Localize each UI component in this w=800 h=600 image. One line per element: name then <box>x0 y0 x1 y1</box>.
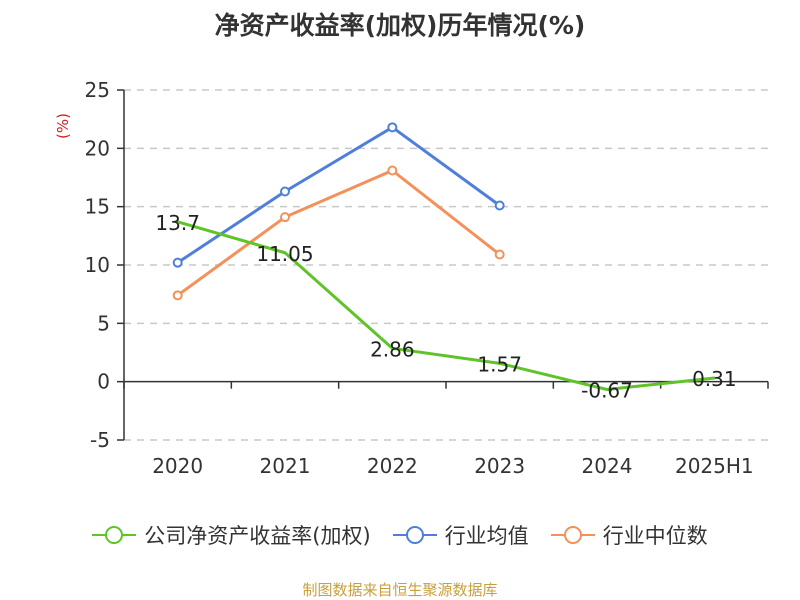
legend-marker-industry-mean-icon <box>392 526 437 544</box>
y-tick-label: 20 <box>85 136 110 160</box>
y-tick-label: 10 <box>85 253 110 277</box>
x-tick-label: 2021 <box>260 454 311 478</box>
x-tick-label: 2024 <box>582 454 633 478</box>
legend-marker-company-icon <box>92 526 137 544</box>
legend-label-industry-mean: 行业均值 <box>444 524 529 548</box>
y-tick-label: 0 <box>97 370 110 394</box>
source-note: 制图数据来自恒生聚源数据库 <box>302 581 498 599</box>
data-label: 11.05 <box>256 242 313 266</box>
data-label: 2.86 <box>370 337 415 361</box>
y-axis-label: (%) <box>54 113 72 139</box>
legend-item-company[interactable]: 公司净资产收益率(加权) <box>92 520 371 550</box>
legend: 公司净资产收益率(加权) 行业均值 行业中位数 <box>0 520 800 550</box>
data-label: 0.31 <box>692 367 737 391</box>
x-tick-label: 2023 <box>474 454 525 478</box>
data-label: 13.7 <box>155 211 200 235</box>
data-label: 1.57 <box>477 352 522 376</box>
data-point <box>280 212 290 223</box>
chart-title: 净资产收益率(加权)历年情况(%) <box>214 11 586 40</box>
series-line <box>176 169 502 297</box>
legend-item-industry-mean[interactable]: 行业均值 <box>392 520 529 550</box>
data-point <box>172 290 183 301</box>
legend-label-company: 公司净资产收益率(加权) <box>144 524 371 548</box>
data-point <box>387 122 398 133</box>
series-line <box>176 125 502 265</box>
data-point <box>280 186 290 197</box>
x-tick-label: 2025H1 <box>675 454 754 478</box>
x-tick-label: 2022 <box>367 454 418 478</box>
y-tick-label: -5 <box>90 428 110 452</box>
data-point <box>172 257 183 268</box>
series-line <box>176 220 716 391</box>
data-point <box>387 165 398 176</box>
legend-label-industry-median: 行业中位数 <box>602 524 708 548</box>
data-label: -0.67 <box>581 378 633 402</box>
legend-marker-industry-median-icon <box>550 526 595 544</box>
y-tick-label: 5 <box>97 311 110 335</box>
data-point <box>494 200 505 211</box>
data-point <box>494 249 505 260</box>
legend-item-industry-median[interactable]: 行业中位数 <box>550 520 708 550</box>
y-tick-label: 15 <box>85 195 110 219</box>
y-tick-label: 25 <box>85 78 110 102</box>
x-tick-label: 2020 <box>152 454 203 478</box>
